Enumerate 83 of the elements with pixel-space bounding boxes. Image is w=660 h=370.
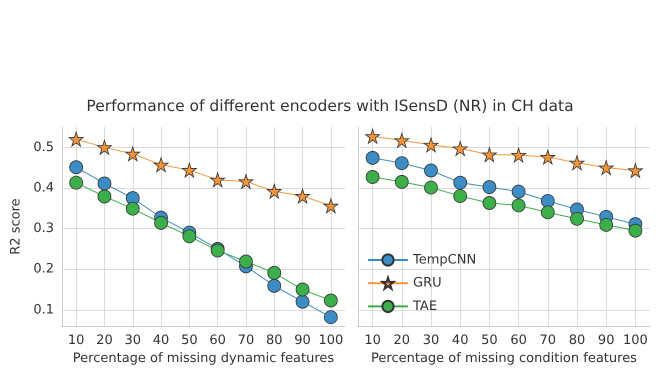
point (512, 198, 526, 212)
x-tick-label: 30 (422, 333, 440, 348)
point (628, 224, 642, 238)
point (182, 229, 196, 244)
x-tick-label: 30 (124, 333, 142, 348)
x-tick-label: 40 (452, 333, 468, 348)
x-tick-label: 60 (510, 333, 527, 348)
x-tick-label: 50 (181, 333, 198, 348)
point (182, 162, 197, 178)
legend-label: GRU (413, 276, 442, 291)
x-axis-title: Percentage of missing dynamic features (72, 351, 334, 366)
point (323, 198, 338, 214)
x-tick-label: 100 (622, 333, 648, 348)
x-tick-label: 40 (152, 333, 170, 348)
chart-title: Performance of different encoders with ISensD (NR) in CH data (85, 97, 575, 115)
point (97, 140, 112, 155)
point (266, 184, 282, 199)
x-tick-label: 90 (598, 333, 614, 348)
point (365, 128, 380, 144)
point (482, 196, 496, 210)
point (366, 150, 380, 165)
point (570, 212, 584, 226)
point (154, 216, 168, 230)
point (570, 155, 584, 170)
point (295, 188, 310, 204)
point (69, 160, 84, 174)
point (394, 133, 410, 148)
x-tick-label: 10 (68, 333, 84, 348)
point (598, 160, 614, 176)
legend-label: TAE (412, 298, 438, 314)
point (98, 176, 112, 190)
point (424, 137, 438, 152)
point (324, 294, 338, 308)
point (154, 157, 168, 172)
x-tick-label: 80 (266, 333, 283, 348)
legend-label: TempCNN (412, 252, 476, 268)
point (424, 180, 438, 194)
x-tick-label: 70 (238, 333, 254, 348)
point (540, 205, 555, 220)
y-tick-label: 0.3 (33, 221, 54, 236)
point (366, 170, 380, 184)
point (267, 278, 282, 293)
y-tick-label: 0.5 (33, 140, 54, 155)
point (125, 146, 140, 162)
x-tick-label: 80 (568, 333, 586, 348)
point (540, 194, 555, 208)
y-axis-title: R2 score (8, 198, 24, 255)
point (126, 202, 140, 216)
y-tick-label: 0.1 (33, 302, 54, 318)
point (482, 180, 496, 194)
point (599, 218, 614, 232)
point (267, 266, 282, 280)
x-tick-label: 60 (209, 333, 226, 348)
x-tick-label: 20 (96, 333, 113, 348)
point (453, 189, 468, 203)
point (238, 174, 254, 189)
point (394, 156, 409, 170)
y-tick-label: 0.4 (33, 180, 54, 196)
point (210, 172, 226, 188)
x-tick-label: 100 (318, 333, 344, 348)
point (239, 254, 253, 268)
y-tick-label: 0.2 (33, 262, 54, 277)
point (296, 294, 310, 309)
point (296, 282, 310, 296)
x-tick-label: 70 (540, 333, 556, 348)
point (482, 147, 497, 162)
point (424, 164, 438, 178)
x-tick-label: 20 (394, 333, 410, 348)
x-tick-label: 10 (364, 333, 381, 348)
point (511, 148, 526, 162)
x-tick-label: 50 (481, 333, 498, 348)
point (394, 174, 409, 189)
x-axis-title: Percentage of missing condition features (371, 351, 638, 366)
point (628, 163, 643, 178)
point (512, 184, 526, 198)
point (98, 190, 112, 204)
point (540, 150, 556, 164)
x-tick-label: 90 (294, 333, 311, 348)
point (69, 176, 84, 190)
point (68, 132, 84, 147)
point (453, 176, 468, 190)
point (452, 141, 468, 156)
point (324, 310, 338, 324)
